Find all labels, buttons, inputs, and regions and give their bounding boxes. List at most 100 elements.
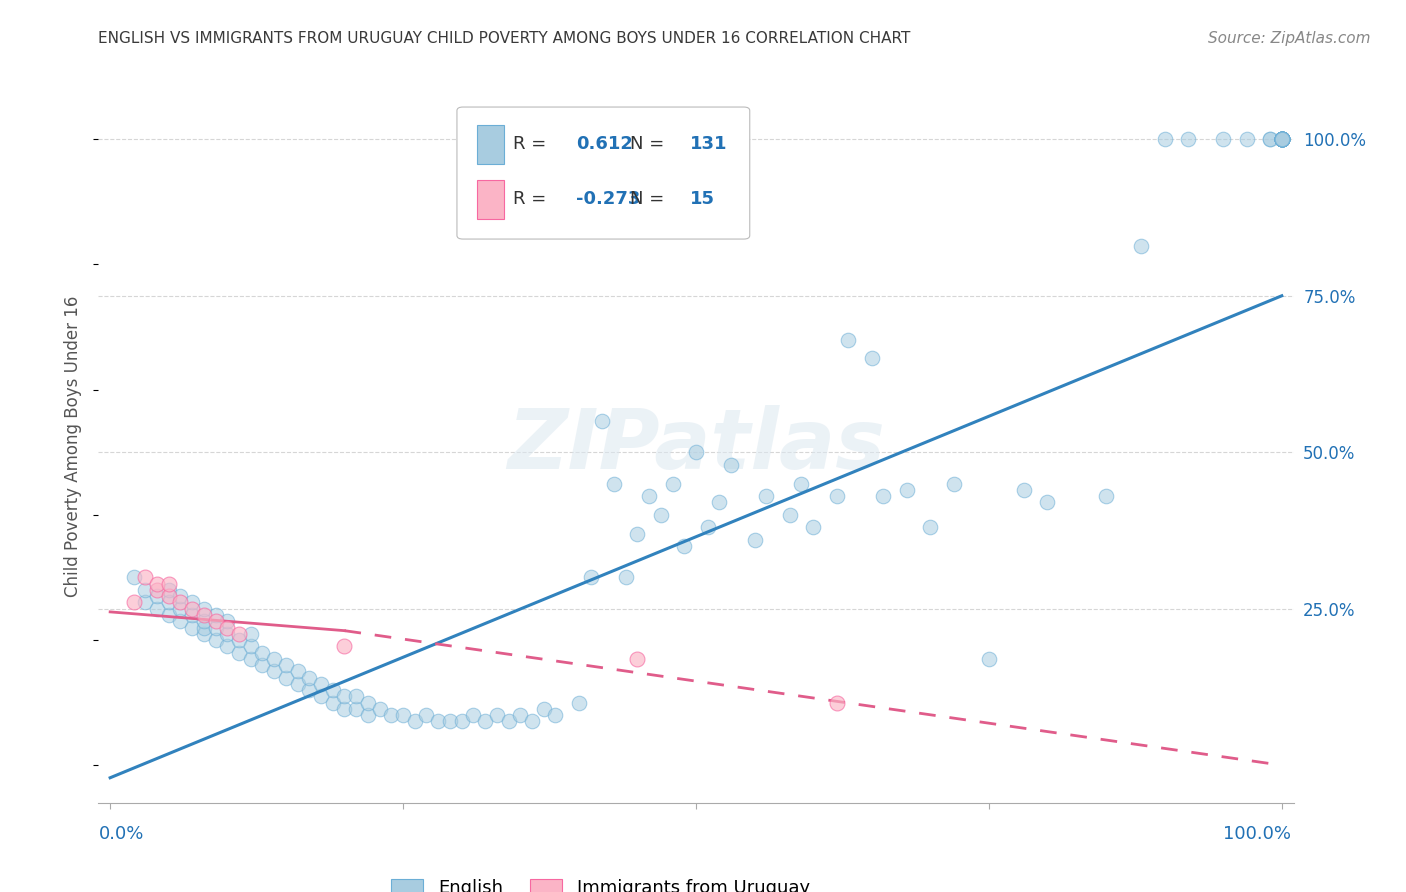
Point [439,714,461,729]
Point [357,696,380,710]
Point [287,677,309,691]
Point [1271,132,1294,146]
Point [298,683,321,698]
Point [333,640,356,654]
Point [1271,132,1294,146]
Text: 15: 15 [690,190,716,208]
Point [252,658,274,673]
Point [169,595,191,609]
Text: 0.0%: 0.0% [98,825,143,843]
Point [509,708,531,723]
Point [228,627,250,641]
Point [977,652,1000,666]
Text: N =: N = [630,190,671,208]
Point [415,708,437,723]
Point [650,508,672,522]
Point [193,621,215,635]
Text: ZIPatlas: ZIPatlas [508,406,884,486]
Point [485,708,508,723]
Point [204,607,226,622]
Point [1012,483,1035,497]
Text: 0.612: 0.612 [576,136,633,153]
Point [333,702,356,716]
Point [1271,132,1294,146]
Bar [477,125,503,164]
Point [568,696,591,710]
Point [1212,132,1234,146]
Point [520,714,543,729]
Point [169,614,191,628]
Point [228,633,250,648]
Point [217,640,239,654]
Point [1271,132,1294,146]
Point [134,582,156,597]
Point [134,595,156,609]
Point [1271,132,1294,146]
Point [193,601,215,615]
Point [1271,132,1294,146]
Point [661,476,683,491]
Point [1271,132,1294,146]
Point [146,582,169,597]
Point [626,652,648,666]
Point [579,570,602,584]
Point [357,708,380,723]
Point [896,483,918,497]
Point [544,708,567,723]
Point [614,570,637,584]
Point [1130,238,1153,252]
Point [1271,132,1294,146]
Point [872,489,894,503]
Point [801,520,824,534]
Point [146,601,169,615]
Point [1271,132,1294,146]
Point [157,582,180,597]
Point [322,696,344,710]
Point [122,595,145,609]
Point [427,714,450,729]
Point [239,627,262,641]
Point [638,489,661,503]
Point [1036,495,1059,509]
Point [404,714,426,729]
Point [204,614,226,628]
Point [239,652,262,666]
Point [344,702,367,716]
Point [146,589,169,603]
Point [920,520,942,534]
Point [1271,132,1294,146]
Point [591,414,613,428]
Point [309,677,332,691]
Point [169,601,191,615]
Point [709,495,731,509]
Point [1271,132,1294,146]
Point [1258,132,1281,146]
Point [298,671,321,685]
Point [450,714,472,729]
Point [309,690,332,704]
Point [228,646,250,660]
Point [790,476,813,491]
Point [157,576,180,591]
Point [825,696,848,710]
Point [263,665,285,679]
Point [720,458,742,472]
Text: ENGLISH VS IMMIGRANTS FROM URUGUAY CHILD POVERTY AMONG BOYS UNDER 16 CORRELATION: ENGLISH VS IMMIGRANTS FROM URUGUAY CHILD… [98,31,911,46]
Text: N =: N = [630,136,671,153]
Point [744,533,766,547]
Point [1271,132,1294,146]
Point [626,526,648,541]
Point [696,520,718,534]
Point [193,627,215,641]
Point [685,445,707,459]
Point [287,665,309,679]
Point [204,633,226,648]
Point [1271,132,1294,146]
Point [1271,132,1294,146]
Point [1271,132,1294,146]
Point [1271,132,1294,146]
Point [1153,132,1175,146]
Text: 131: 131 [690,136,727,153]
Point [779,508,801,522]
Point [193,614,215,628]
